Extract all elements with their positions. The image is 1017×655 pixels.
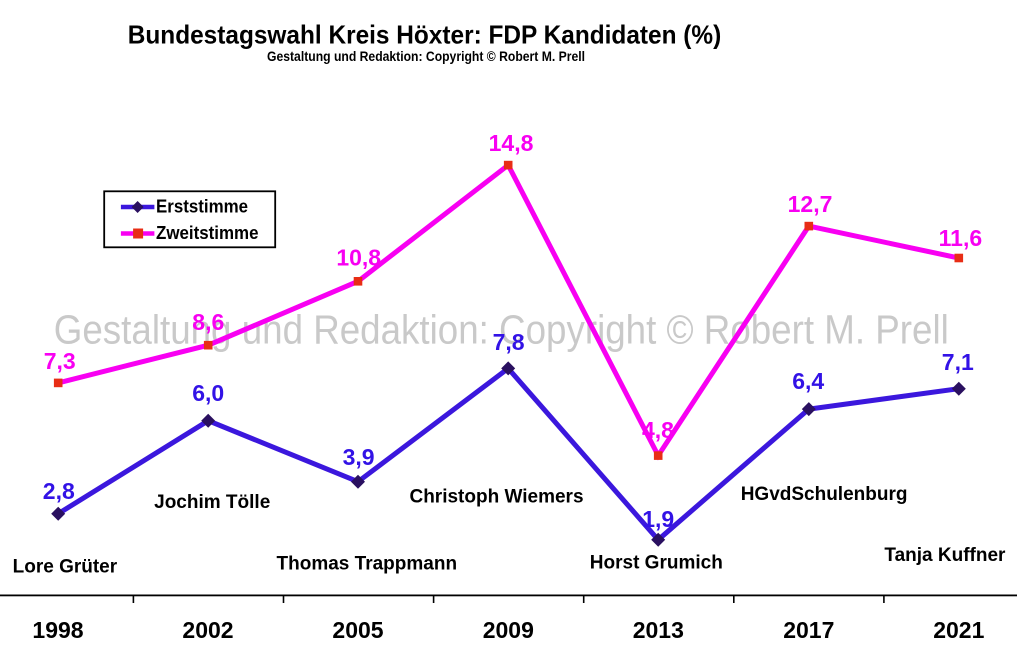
svg-text:7,8: 7,8 (493, 329, 525, 355)
svg-text:2,8: 2,8 (43, 478, 75, 504)
svg-text:Jochim Tölle: Jochim Tölle (154, 492, 270, 513)
svg-text:Bundestagswahl Kreis Höxter: F: Bundestagswahl Kreis Höxter: FDP Kandida… (128, 20, 722, 50)
svg-text:2021: 2021 (933, 617, 984, 643)
svg-text:6,0: 6,0 (192, 380, 224, 406)
svg-text:Gestaltung und Redaktion: Copy: Gestaltung und Redaktion: Copyright © Ro… (267, 48, 585, 64)
svg-text:11,6: 11,6 (939, 225, 983, 251)
svg-text:6,4: 6,4 (792, 368, 824, 394)
svg-text:Christoph Wiemers: Christoph Wiemers (409, 486, 583, 507)
svg-text:7,1: 7,1 (942, 349, 974, 375)
svg-text:4,8: 4,8 (642, 417, 674, 443)
svg-text:7,3: 7,3 (44, 348, 76, 374)
svg-text:Zweitstimme: Zweitstimme (156, 223, 259, 243)
svg-text:2002: 2002 (182, 617, 233, 643)
svg-text:Erststimme: Erststimme (156, 197, 248, 217)
svg-text:10,8: 10,8 (336, 245, 381, 271)
svg-text:Tanja Kuffner: Tanja Kuffner (884, 545, 1006, 566)
svg-text:2013: 2013 (633, 617, 684, 643)
svg-text:8,6: 8,6 (192, 309, 224, 335)
svg-text:3,9: 3,9 (343, 444, 375, 470)
svg-text:HGvdSchulenburg: HGvdSchulenburg (741, 484, 908, 505)
svg-text:2009: 2009 (483, 617, 534, 643)
svg-text:Lore Grüter: Lore Grüter (13, 556, 118, 577)
svg-text:1,9: 1,9 (642, 506, 674, 532)
svg-text:2005: 2005 (332, 617, 383, 643)
svg-text:Horst Grumich: Horst Grumich (590, 553, 723, 574)
svg-text:2017: 2017 (783, 617, 834, 643)
svg-text:Thomas Trappmann: Thomas Trappmann (277, 553, 458, 574)
svg-text:1998: 1998 (32, 617, 83, 643)
svg-text:12,7: 12,7 (788, 191, 833, 217)
svg-text:14,8: 14,8 (489, 130, 534, 156)
